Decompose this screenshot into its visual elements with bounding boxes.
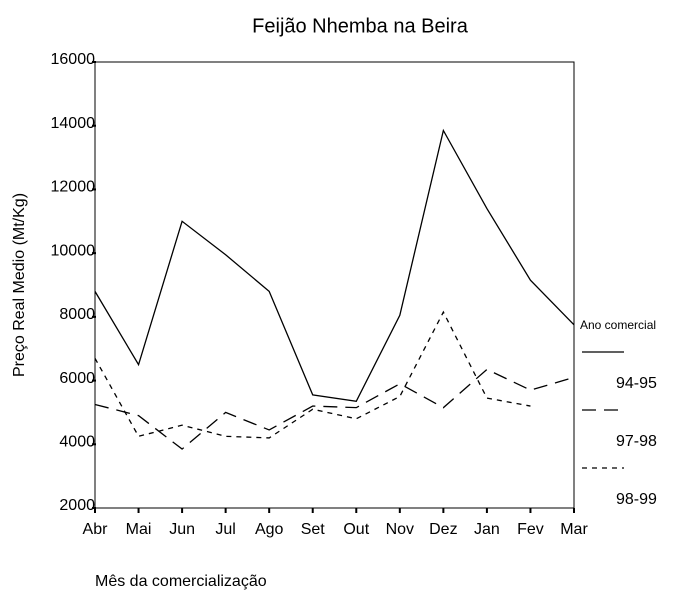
legend-title: Ano comercial [580, 318, 656, 332]
series-line [94, 368, 575, 450]
legend-label: 97-98 [616, 433, 657, 450]
x-axis-label: Mês da comercialização [95, 573, 267, 590]
series-line [94, 128, 575, 402]
plot-frame [94, 61, 575, 509]
x-tick-label: Mai [126, 521, 152, 538]
x-tick-label: Jun [169, 521, 195, 538]
x-tick-label: Ago [255, 521, 284, 538]
y-tick-label: 16000 [51, 51, 96, 68]
series-line [94, 310, 531, 439]
y-tick-label: 8000 [59, 306, 95, 323]
y-tick-label: 6000 [59, 370, 95, 387]
chart-title: Feijão Nhemba na Beira [252, 15, 469, 37]
x-tick-label: Out [343, 521, 369, 538]
legend-label: 98-99 [616, 491, 657, 508]
x-tick-label: Dez [429, 521, 457, 538]
y-tick-label: 10000 [51, 242, 96, 259]
y-axis-label: Preço Real Medio (Mt/Kg) [11, 193, 28, 377]
x-tick-label: Jul [215, 521, 235, 538]
x-tick-label: Abr [83, 521, 109, 538]
x-tick-label: Mar [560, 521, 588, 538]
legend-label: 94-95 [616, 375, 657, 392]
y-tick-label: 4000 [59, 434, 95, 451]
y-tick-label: 14000 [51, 115, 96, 132]
y-tick-label: 2000 [59, 497, 95, 514]
x-tick-label: Nov [386, 521, 414, 538]
x-tick-label: Jan [474, 521, 500, 538]
x-tick-label: Set [301, 521, 326, 538]
y-tick-label: 12000 [51, 179, 96, 196]
x-tick-label: Fev [517, 521, 544, 538]
